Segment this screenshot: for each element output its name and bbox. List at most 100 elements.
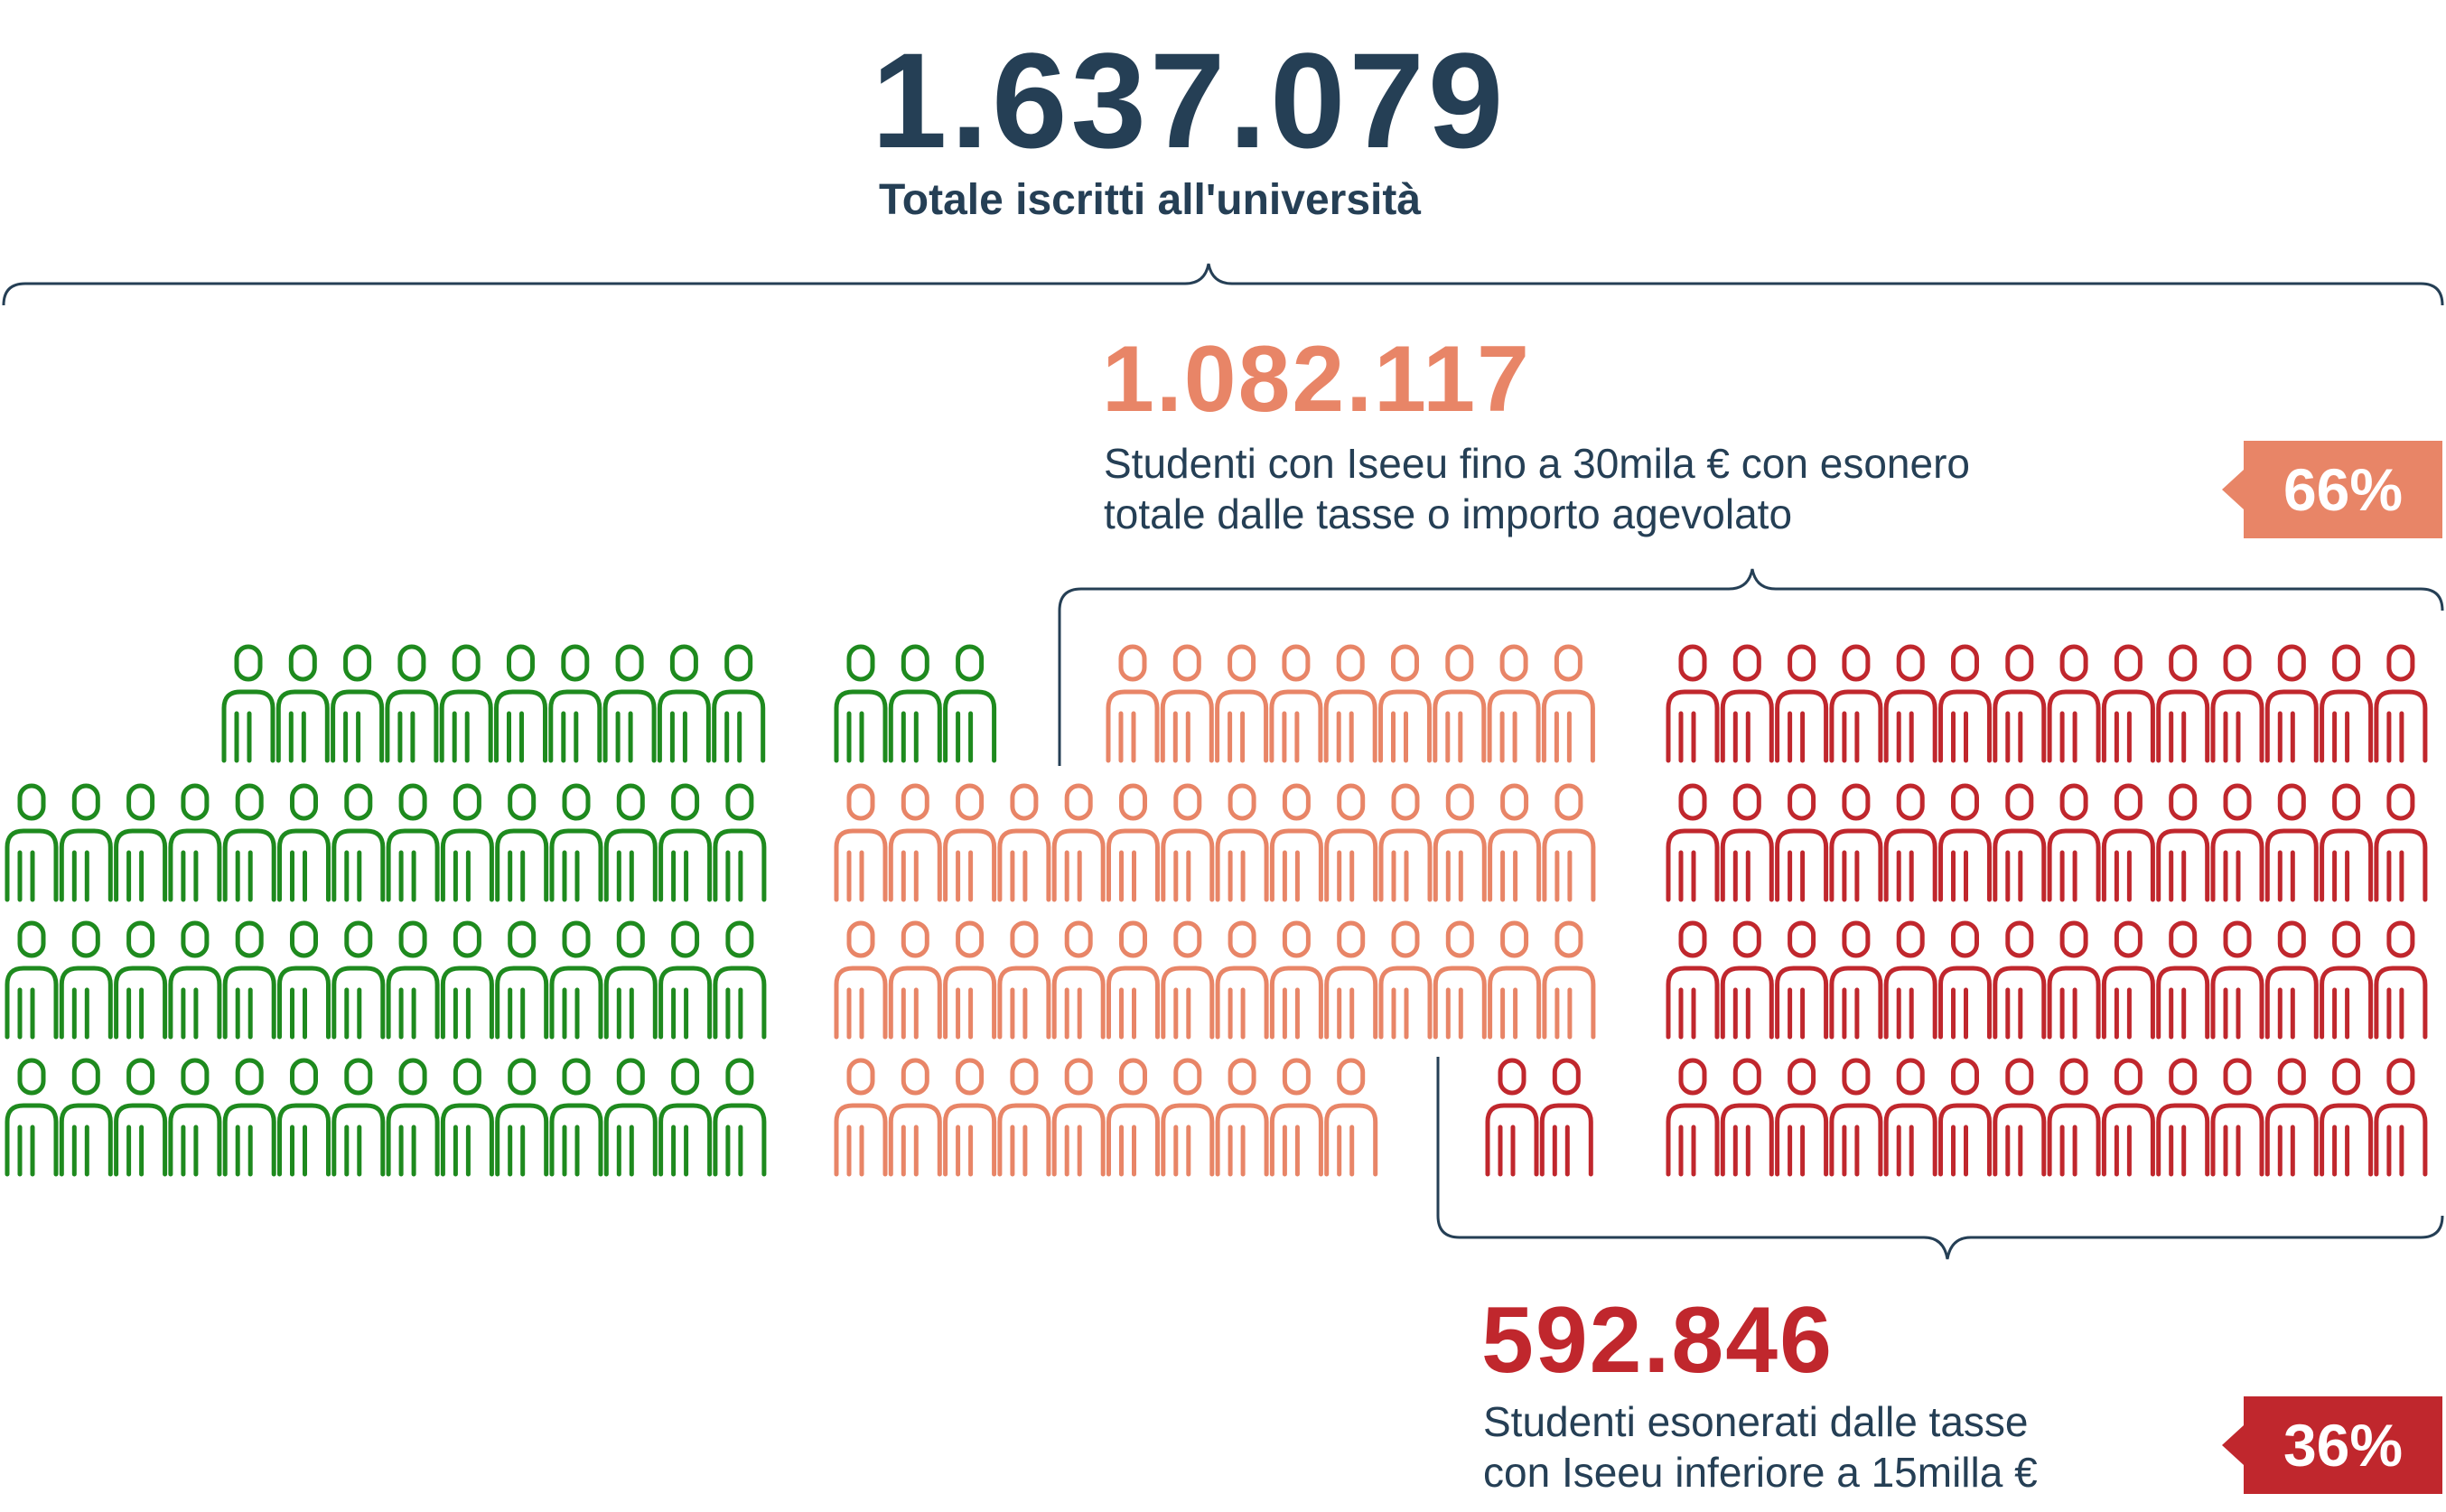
person-icon — [1720, 920, 1774, 1040]
person-icon — [114, 783, 168, 902]
person-icon — [2374, 644, 2428, 763]
person-icon — [657, 644, 711, 763]
person-icon — [834, 644, 888, 763]
person-icon — [331, 783, 386, 902]
person-icon — [1488, 920, 1542, 1040]
person-icon — [222, 920, 276, 1040]
person-icon — [713, 1058, 767, 1177]
person-icon — [1720, 783, 1774, 902]
person-icon — [2320, 783, 2374, 902]
person-icon — [943, 644, 997, 763]
person-icon — [495, 920, 549, 1040]
person-icon — [1269, 783, 1323, 902]
person-icon — [602, 644, 657, 763]
person-icon — [1883, 783, 1937, 902]
person-icon — [2320, 1058, 2374, 1177]
person-icon — [1487, 644, 1541, 763]
person-icon — [1269, 920, 1323, 1040]
person-icon — [277, 783, 331, 902]
person-icon — [1215, 783, 1269, 902]
person-icon — [1106, 644, 1160, 763]
person-icon — [1323, 644, 1377, 763]
person-icon — [5, 1058, 59, 1177]
person-icon — [1161, 783, 1215, 902]
person-icon — [2101, 920, 2155, 1040]
person-icon — [1829, 920, 1883, 1040]
person-icon — [603, 1058, 658, 1177]
person-icon — [2101, 1058, 2155, 1177]
person-icon — [114, 920, 168, 1040]
person-icon — [1993, 644, 2047, 763]
person-icon — [1051, 783, 1106, 902]
exempt-label-line1: Studenti esonerati dalle tasse — [1483, 1398, 2029, 1445]
person-icon — [2047, 1058, 2101, 1177]
person-icon — [222, 783, 276, 902]
person-icon — [2156, 1058, 2210, 1177]
person-icon — [997, 1058, 1051, 1177]
person-icon — [59, 920, 113, 1040]
person-icon — [168, 920, 222, 1040]
person-icon — [1324, 783, 1378, 902]
person-icon — [888, 920, 942, 1040]
person-icon — [1051, 1058, 1106, 1177]
person-icon — [1720, 1058, 1774, 1177]
person-icon — [495, 1058, 549, 1177]
total-students-number: 1.637.079 — [872, 24, 1508, 176]
person-icon — [386, 1058, 440, 1177]
person-icon — [1666, 920, 1720, 1040]
person-icon — [1215, 1058, 1269, 1177]
person-icon — [888, 644, 942, 763]
person-icon — [331, 644, 385, 763]
person-icon — [834, 783, 888, 902]
person-icon — [603, 920, 658, 1040]
person-icon — [168, 1058, 222, 1177]
person-icon — [439, 644, 493, 763]
person-icon — [2264, 783, 2319, 902]
person-icon — [1938, 644, 1992, 763]
person-icon — [2374, 920, 2428, 1040]
person-icon — [2374, 1058, 2428, 1177]
reduced-fee-students-label: Studenti con Iseeu fino a 30mila € con e… — [1104, 438, 1970, 539]
person-icon — [1720, 644, 1774, 763]
person-icon — [1883, 1058, 1937, 1177]
person-icon — [494, 644, 547, 763]
person-icon — [1666, 1058, 1720, 1177]
person-icon — [943, 920, 997, 1040]
person-icon — [1539, 1058, 1593, 1177]
person-icon — [2374, 783, 2428, 902]
person-icon — [114, 1058, 168, 1177]
reduced-fee-label-line1: Studenti con Iseeu fino a 30mila € con e… — [1104, 440, 1970, 487]
person-icon — [1829, 644, 1883, 763]
person-icon — [713, 920, 767, 1040]
exempt-badge-pointer — [2222, 1425, 2244, 1465]
person-icon — [5, 783, 59, 902]
exempt-bracket — [1436, 1057, 2444, 1260]
person-icon — [275, 644, 330, 763]
person-icon — [1666, 783, 1720, 902]
person-icon — [1433, 783, 1487, 902]
person-icon — [59, 1058, 113, 1177]
person-icon — [658, 783, 713, 902]
person-icon — [1666, 644, 1720, 763]
person-icon — [1938, 783, 1992, 902]
reduced-fee-label-line2: totale dalle tasse o importo agevolato — [1104, 490, 1793, 537]
person-icon — [1161, 920, 1215, 1040]
person-icon — [1488, 783, 1542, 902]
reduced-fee-students-number: 1.082.117 — [1102, 327, 1531, 432]
person-icon — [385, 644, 439, 763]
person-icon — [1269, 1058, 1323, 1177]
person-icon — [1541, 644, 1595, 763]
person-icon — [1775, 1058, 1829, 1177]
person-icon — [2101, 783, 2155, 902]
person-icon — [1993, 920, 2047, 1040]
person-icon — [1378, 920, 1433, 1040]
person-icon — [2156, 644, 2210, 763]
person-icon — [1106, 783, 1160, 902]
person-icon — [1433, 920, 1487, 1040]
exempt-students-number: 592.846 — [1481, 1288, 1834, 1393]
person-icon — [2047, 783, 2101, 902]
person-icon — [888, 783, 942, 902]
person-icon — [997, 783, 1051, 902]
person-icon — [277, 1058, 331, 1177]
